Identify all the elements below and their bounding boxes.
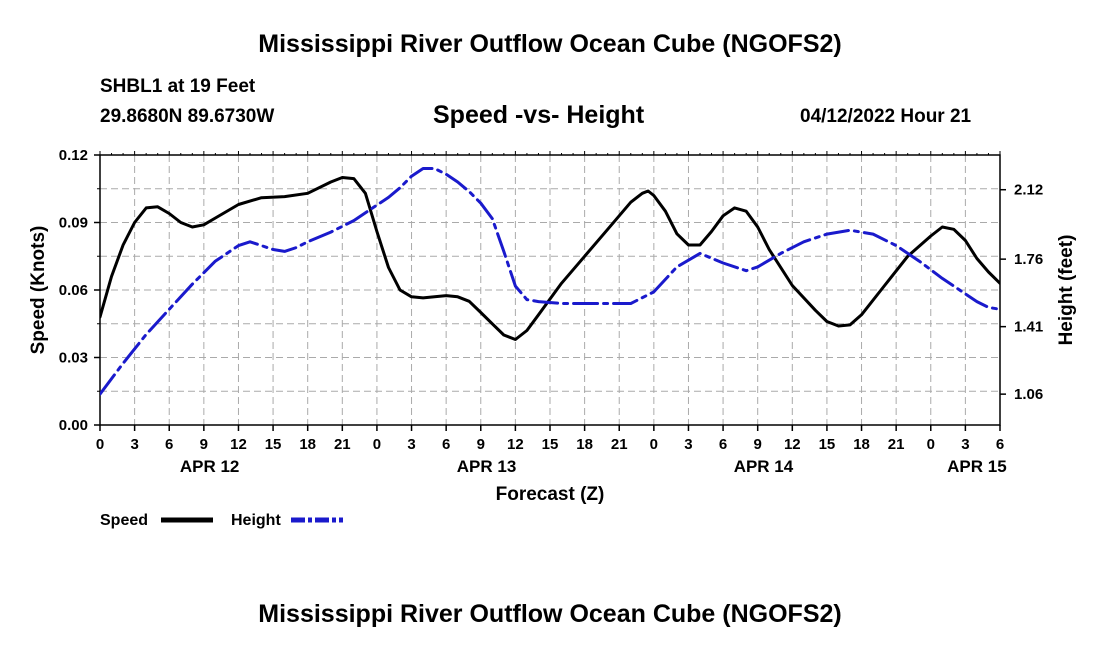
x-tick-label: 0 [927, 436, 935, 453]
x-tick-label: 21 [611, 436, 628, 453]
y-tick-label-left: 0.03 [59, 350, 88, 367]
x-tick-label: 18 [576, 436, 593, 453]
main-title: Mississippi River Outflow Ocean Cube (NG… [258, 30, 842, 58]
date-label: APR 14 [734, 457, 794, 476]
date-label: APR 13 [457, 457, 517, 476]
x-tick-label: 15 [542, 436, 559, 453]
chart-title: Speed -vs- Height [433, 101, 645, 129]
station-label: SHBL1 at 19 Feet [100, 76, 256, 97]
footer-title: Mississippi River Outflow Ocean Cube (NG… [258, 600, 842, 628]
legend-speed-label: Speed [100, 512, 148, 529]
x-axis-title: Forecast (Z) [496, 484, 605, 505]
y-tick-label-right: 2.12 [1014, 182, 1043, 199]
y-axis-title-right: Height (feet) [1056, 235, 1077, 346]
forecast-datetime: 04/12/2022 Hour 21 [800, 106, 972, 127]
x-tick-label: 9 [754, 436, 762, 453]
x-tick-label: 12 [230, 436, 247, 453]
x-tick-label: 3 [684, 436, 692, 453]
date-label: APR 12 [180, 457, 240, 476]
x-tick-label: 6 [996, 436, 1004, 453]
x-tick-label: 6 [442, 436, 450, 453]
x-tick-label: 21 [334, 436, 351, 453]
plot-frame [99, 154, 1001, 426]
y-tick-label-left: 0.00 [59, 417, 88, 434]
x-tick-label: 9 [200, 436, 208, 453]
x-tick-label: 3 [130, 436, 138, 453]
x-tick-label: 3 [961, 436, 969, 453]
x-tick-label: 12 [507, 436, 524, 453]
y-axis-title-left: Speed (Knots) [28, 226, 49, 355]
y-tick-label-left: 0.06 [59, 282, 88, 299]
y-tick-label-right: 1.76 [1014, 251, 1043, 268]
speed-height-chart: 0 3 6 9 12 15 18 21 0 3 6 9 12 15 18 21 0 3 6 9 12 15 18 21 0 3 6 0… [28, 147, 1077, 529]
coordinates-label: 29.8680N 89.6730W [100, 106, 275, 127]
x-tick-label: 6 [719, 436, 727, 453]
y-tick-label-left: 0.12 [59, 147, 88, 164]
legend-height-label: Height [231, 512, 281, 529]
x-tick-label: 15 [265, 436, 282, 453]
x-tick-label: 0 [96, 436, 104, 453]
speed-series-line [100, 176, 1000, 341]
x-tick-label: 6 [165, 436, 173, 453]
x-tick-label: 15 [819, 436, 836, 453]
x-tick-label: 12 [784, 436, 801, 453]
y-tick-label-right: 1.41 [1014, 319, 1043, 336]
x-tick-label: 0 [650, 436, 658, 453]
x-tick-label: 0 [373, 436, 381, 453]
y-tick-label-right: 1.06 [1014, 386, 1043, 403]
x-tick-label: 9 [477, 436, 485, 453]
y-tick-label-left: 0.09 [59, 215, 88, 232]
height-series-line [100, 167, 1000, 396]
x-tick-label: 18 [853, 436, 870, 453]
date-label: APR 15 [947, 457, 1007, 476]
x-tick-label: 3 [407, 436, 415, 453]
x-tick-label: 18 [299, 436, 316, 453]
x-tick-label: 21 [888, 436, 905, 453]
